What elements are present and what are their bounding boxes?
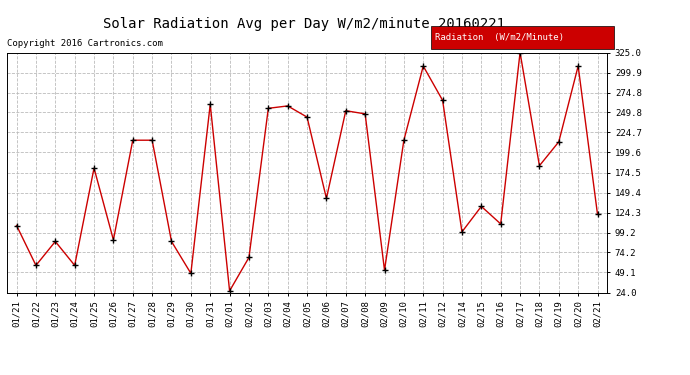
Text: Solar Radiation Avg per Day W/m2/minute 20160221: Solar Radiation Avg per Day W/m2/minute … — [103, 17, 504, 31]
Text: Radiation  (W/m2/Minute): Radiation (W/m2/Minute) — [435, 33, 564, 42]
Text: Copyright 2016 Cartronics.com: Copyright 2016 Cartronics.com — [7, 39, 163, 48]
